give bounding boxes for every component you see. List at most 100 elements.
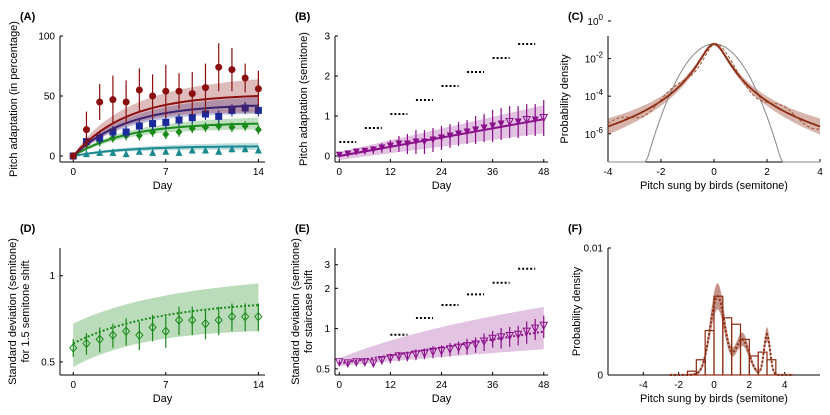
panel-label: (B) [295,11,311,23]
data-point [411,350,421,360]
data-point [135,147,143,155]
data-point [254,85,262,93]
data-point [513,330,523,340]
series-1-5-shift [69,283,263,367]
data-point [522,116,532,125]
y-tick-label: 50 [44,92,56,103]
y-tick-label: 1 [49,271,55,282]
data-point [539,114,549,123]
data-point [403,352,412,361]
data-point [135,86,143,94]
data-point [122,150,130,158]
data-point [351,358,361,367]
x-tick-label: -4 [604,167,613,178]
x-tick-label: 0 [70,167,76,178]
data-point [360,358,370,367]
x-tick-label: 24 [436,380,448,391]
data-point [135,131,143,140]
y-axis-label: Standard deviation (semitone)for 1.5 sem… [7,238,32,385]
data-point [162,118,170,126]
data-point [254,125,262,134]
data-point [149,92,157,100]
data-point [175,116,183,124]
data-point [472,126,480,134]
y-axis-label: Probability density [571,266,583,356]
x-tick-label: 48 [538,167,550,178]
data-point [343,359,353,368]
y-tick-base: 10 [587,17,599,28]
data-point [480,124,488,132]
data-point [420,138,428,146]
data-point [241,145,249,153]
data-point [108,330,118,340]
data-point [135,330,144,340]
y-tick-label: 0.01 [584,244,604,255]
data-point [445,345,455,354]
data-point [96,148,104,156]
hist-bar [766,359,777,376]
data-point [228,106,236,114]
data-point [69,343,78,353]
y-tick-label: 100 [587,13,603,28]
y-tick-label: 0 [324,152,330,163]
data-point [241,74,249,82]
panel-label: (E) [295,223,310,235]
x-tick-label: 0 [711,167,717,178]
y-tick-label: 1 [324,112,330,123]
x-axis-label: Pitch sung by birds (semitone) [640,180,788,192]
y-tick-exp: -6 [596,126,604,135]
data-point [522,327,532,337]
data-point [530,324,540,334]
x-axis-label: Day [153,180,173,192]
x-tick-label: 36 [487,167,499,178]
data-point [201,318,210,329]
series-staircase [334,306,549,368]
data-point [69,152,77,160]
x-tick-label: 2 [764,167,770,178]
data-point [462,342,472,351]
x-tick-label: -4 [639,380,648,391]
data-point [531,116,539,124]
fit-band [339,306,544,367]
data-point [215,147,223,155]
data-point [241,104,249,112]
y-axis-label-line: Pitch adaptation (in percentage) [8,21,20,177]
x-tick-label: 0 [336,380,342,391]
data-point [175,87,183,95]
data-point [369,359,378,368]
data-point [479,337,489,347]
y-axis-label-line: Standard deviation (semitone) [7,238,19,385]
data-point [369,146,377,154]
model-curve [669,295,794,376]
data-point [539,321,549,331]
y-axis-label-line: for 1.5 semitone shift [20,260,32,362]
data-point [438,134,445,142]
data-point [228,66,236,74]
data-point [394,352,404,361]
x-tick-label: 0 [336,167,342,178]
data-point [344,150,352,158]
data-point [215,112,223,120]
data-point [254,311,263,322]
data-point [352,148,360,156]
data-point [377,356,387,365]
x-tick-label: 7 [163,380,169,391]
data-point [505,332,514,341]
y-axis-label: Standard deviation (semitone)for stairca… [290,238,315,385]
fit-band [73,117,259,156]
series-circle [69,43,262,160]
data-point [201,110,209,118]
y-tick-label: 0.5 [316,364,330,375]
data-point [496,333,506,342]
x-axis-label: Day [153,393,173,405]
data-point [188,114,196,122]
data-point [161,326,170,336]
data-point [174,315,184,325]
data-curve [607,42,821,130]
panel-label: (A) [20,11,36,23]
y-tick-label: 0 [597,371,603,382]
data-point [214,315,223,325]
x-tick-label: -2 [657,167,666,178]
